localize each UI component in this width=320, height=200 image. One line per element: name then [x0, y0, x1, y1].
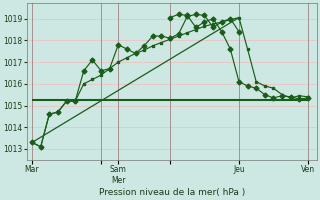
X-axis label: Pression niveau de la mer( hPa ): Pression niveau de la mer( hPa )	[99, 188, 245, 197]
